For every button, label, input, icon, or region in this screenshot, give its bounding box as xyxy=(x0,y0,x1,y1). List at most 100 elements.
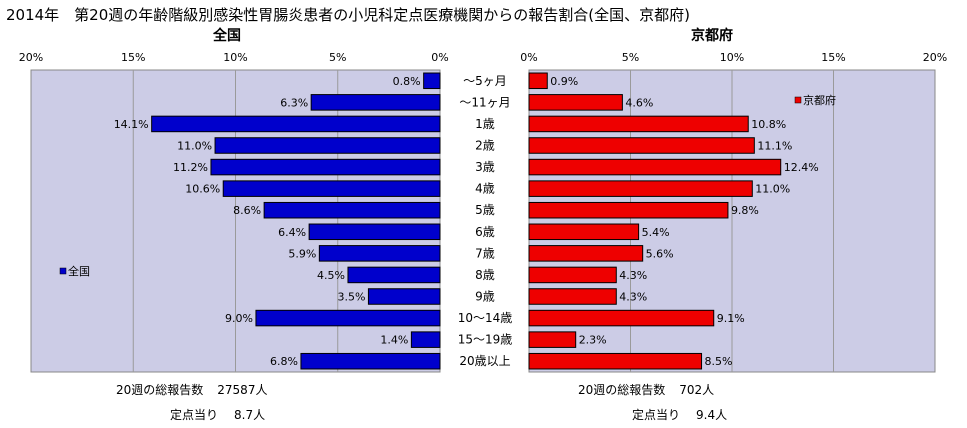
kyoto-bar xyxy=(528,309,715,327)
kyoto-bar xyxy=(528,158,782,176)
kyoto-data-label: 11.0% xyxy=(755,183,790,196)
national-bar xyxy=(210,158,441,176)
kyoto-bar xyxy=(528,137,755,154)
national-total-label: 20週の総報告数 xyxy=(116,383,204,397)
kyoto-bar xyxy=(528,201,729,219)
national-bar xyxy=(367,288,441,305)
age-category-label: 6歳 xyxy=(475,225,495,239)
national-bar xyxy=(410,331,441,348)
kyoto-total-reports: 20週の総報告数 702人 xyxy=(578,381,714,398)
kyoto-bar xyxy=(528,115,749,133)
national-bar xyxy=(318,245,441,262)
age-category-label: ～11ヶ月 xyxy=(459,95,510,109)
kyoto-data-label: 11.1% xyxy=(757,140,792,153)
kyoto-per-site-value: 9.4人 xyxy=(696,408,728,422)
kyoto-data-label: 12.4% xyxy=(784,161,819,174)
age-category-label: 7歳 xyxy=(475,246,495,260)
national-data-label: 4.5% xyxy=(317,269,345,282)
national-tick-label: 5% xyxy=(329,51,346,64)
national-bar xyxy=(263,201,441,219)
national-total-value: 27587人 xyxy=(217,383,268,397)
kyoto-per-site: 定点当り 9.4人 xyxy=(632,406,727,423)
national-data-label: 8.6% xyxy=(233,204,261,217)
kyoto-bar xyxy=(528,94,623,111)
kyoto-tick-label: 10% xyxy=(720,51,744,64)
national-per-site: 定点当り 8.7人 xyxy=(170,406,265,423)
national-data-label: 0.8% xyxy=(393,75,421,88)
national-bar xyxy=(222,180,441,197)
national-data-label: 6.4% xyxy=(278,226,306,239)
national-subtitle: 全国 xyxy=(212,27,241,44)
national-tick-label: 20% xyxy=(19,51,43,64)
age-category-label: 2歳 xyxy=(475,139,495,153)
kyoto-bar xyxy=(528,180,753,197)
kyoto-data-label: 4.3% xyxy=(619,291,647,304)
kyoto-bar xyxy=(528,352,703,370)
national-total-reports: 20週の総報告数 27587人 xyxy=(116,381,267,398)
national-bar xyxy=(255,309,441,327)
national-bar xyxy=(347,266,441,284)
national-bar xyxy=(300,352,441,370)
national-data-label: 5.9% xyxy=(288,247,316,260)
kyoto-chart: 0% 5% 10% 15% 20% 0.9% 4.6% 10.8% 11.1% 12.4% 11.0… xyxy=(520,51,947,373)
national-bar xyxy=(308,223,441,241)
age-category-label: 5歳 xyxy=(475,203,495,217)
kyoto-subtitle: 京都府 xyxy=(691,27,733,44)
kyoto-bar xyxy=(528,331,577,348)
kyoto-data-label: 0.9% xyxy=(550,75,578,88)
national-data-label: 14.1% xyxy=(114,118,149,131)
kyoto-total-value: 702人 xyxy=(679,383,715,397)
kyoto-data-label: 5.6% xyxy=(646,247,674,260)
national-tick-label: 0% xyxy=(431,51,448,64)
national-bar xyxy=(423,72,441,90)
national-data-label: 6.8% xyxy=(270,355,298,368)
age-category-label: 20歳以上 xyxy=(459,354,510,368)
age-category-label: 3歳 xyxy=(475,160,495,174)
kyoto-tick-label: 5% xyxy=(622,51,639,64)
age-category-label: ～5ヶ月 xyxy=(463,74,507,88)
national-data-label: 11.2% xyxy=(173,161,208,174)
national-per-site-value: 8.7人 xyxy=(234,408,266,422)
chart-title: 2014年 第20週の年齢階級別感染性胃腸炎患者の小児科定点医療機関からの報告割… xyxy=(6,6,690,24)
age-category-label: 9歳 xyxy=(475,290,495,304)
kyoto-data-label: 5.4% xyxy=(642,226,670,239)
kyoto-bar xyxy=(528,223,640,241)
kyoto-total-label: 20週の総報告数 xyxy=(578,383,666,397)
national-tick-label: 10% xyxy=(223,51,247,64)
kyoto-tick-label: 0% xyxy=(520,51,537,64)
kyoto-legend-swatch xyxy=(794,96,802,104)
kyoto-data-label: 10.8% xyxy=(751,118,786,131)
national-per-site-label: 定点当り xyxy=(170,408,219,422)
national-data-label: 1.4% xyxy=(380,334,408,347)
age-category-label: 15～19歳 xyxy=(458,333,513,347)
kyoto-legend-label: 京都府 xyxy=(803,93,836,107)
national-chart: 20% 15% 10% 5% 0% 0.8% 6.3% 14.1% 11.0% 11.2% 10.6… xyxy=(19,51,449,373)
national-bar xyxy=(214,137,441,154)
national-bar xyxy=(310,94,441,111)
kyoto-data-label: 2.3% xyxy=(579,334,607,347)
kyoto-bar xyxy=(528,266,617,284)
national-legend-label: 全国 xyxy=(68,264,90,278)
kyoto-tick-label: 20% xyxy=(923,51,947,64)
national-data-label: 10.6% xyxy=(185,183,220,196)
national-data-label: 6.3% xyxy=(280,96,308,109)
age-category-label: 8歳 xyxy=(475,268,495,282)
kyoto-data-label: 4.6% xyxy=(625,96,653,109)
kyoto-per-site-label: 定点当り xyxy=(632,408,681,422)
national-data-label: 11.0% xyxy=(177,140,212,153)
kyoto-tick-label: 15% xyxy=(821,51,845,64)
age-category-label: 1歳 xyxy=(475,117,495,131)
national-legend-swatch xyxy=(59,267,67,275)
age-category-labels: ～5ヶ月 ～11ヶ月 1歳 2歳 3歳 4歳 5歳 6歳 7歳 8歳 9歳 10～14歳 15～19歳 2… xyxy=(458,74,513,368)
kyoto-data-label: 9.8% xyxy=(731,204,759,217)
national-bar xyxy=(151,115,441,133)
kyoto-data-label: 4.3% xyxy=(619,269,647,282)
national-data-label: 9.0% xyxy=(225,312,253,325)
national-data-label: 3.5% xyxy=(337,291,365,304)
kyoto-bar xyxy=(528,245,644,262)
kyoto-data-label: 8.5% xyxy=(705,355,733,368)
age-category-label: 4歳 xyxy=(475,182,495,196)
national-tick-label: 15% xyxy=(121,51,145,64)
kyoto-bar xyxy=(528,288,617,305)
